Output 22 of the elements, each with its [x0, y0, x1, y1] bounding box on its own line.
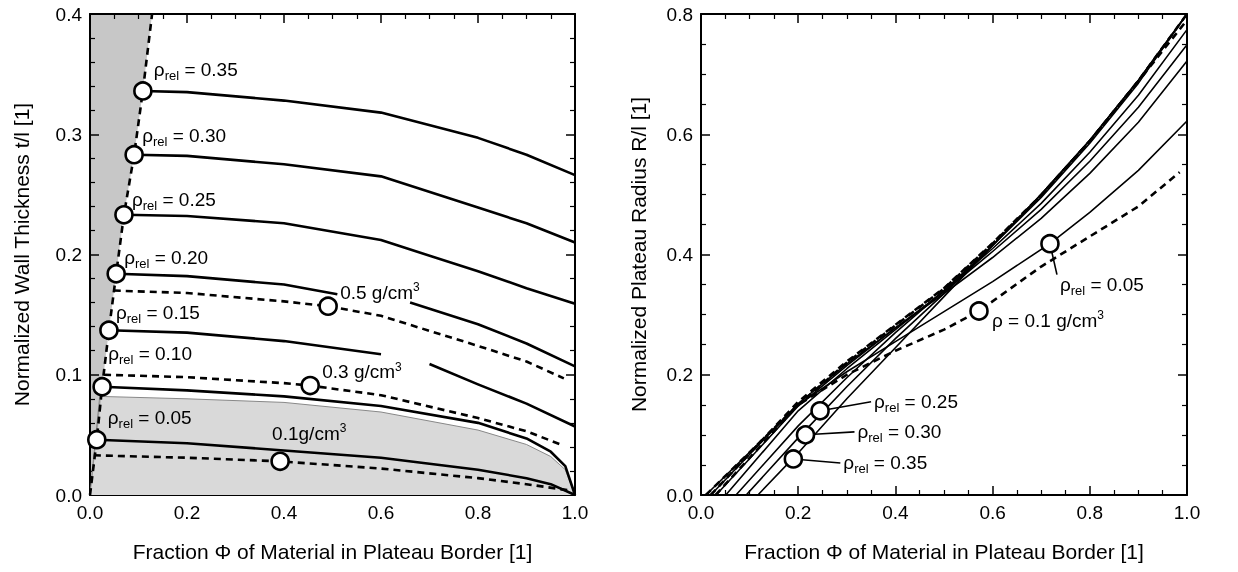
x-tick-label: 0.6 — [979, 502, 1006, 523]
y-axis-title: Normalized Wall Thickness t/l [1] — [10, 102, 33, 407]
x-tick-label: 1.0 — [561, 502, 589, 523]
y-tick-label: 0.4 — [666, 244, 694, 265]
x-tick-label: 0.2 — [173, 502, 201, 523]
x-tick-label: 0.4 — [270, 502, 298, 523]
y-tick-label: 0.1 — [55, 364, 82, 386]
y-tick-label: 0.4 — [55, 3, 83, 25]
x-tick-label: 0.2 — [784, 502, 812, 523]
x-axis-title: Fraction Φ of Material in Plateau Border [1] — [132, 540, 533, 563]
y-tick-label: 0.2 — [55, 244, 82, 265]
y-axis-title: Normalized Plateau Radius R/l [1] — [627, 96, 650, 413]
x-axis-title: Fraction Φ of Material in Plateau Border [1] — [744, 540, 1144, 563]
x-tick-label: 0.6 — [367, 502, 395, 523]
y-tick-label: 0.3 — [55, 123, 82, 145]
y-tick-label: 0.8 — [666, 3, 693, 25]
x-tick-label: 0.4 — [882, 502, 910, 523]
x-tick-label: 0.8 — [1076, 502, 1104, 523]
x-tick-label: 1.0 — [1173, 502, 1201, 523]
y-tick-label: 0.6 — [666, 123, 693, 145]
x-tick-label: 0.8 — [464, 502, 492, 523]
y-tick-label: 0.2 — [666, 364, 693, 386]
